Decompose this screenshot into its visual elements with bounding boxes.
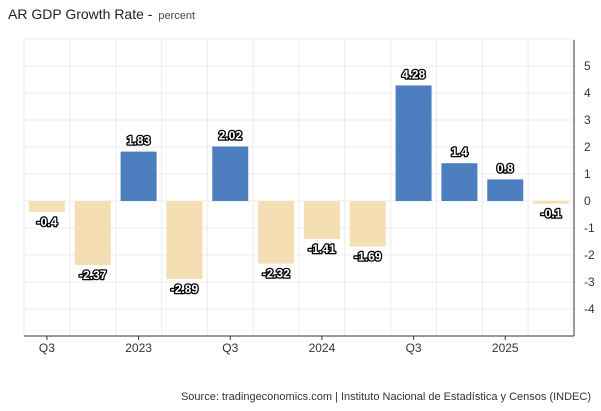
- chart-unit: percent: [158, 10, 196, 22]
- chart-title-text: AR GDP Growth Rate: [8, 6, 144, 22]
- chart-title: AR GDP Growth Rate - percent: [8, 6, 196, 22]
- y-tick-label: 5: [584, 59, 591, 73]
- y-tick-label: -2: [584, 248, 595, 262]
- bar-q1-2024[interactable]: [303, 201, 340, 240]
- data-label: -1.69: [354, 250, 382, 264]
- data-label: 1.4: [451, 145, 468, 159]
- data-labels: -0.4 -2.37 1.83 -2.89 2.02 -2.32 -1.41 -1.69 4.2…: [35, 66, 563, 297]
- bars: [28, 85, 570, 280]
- bar-q1-2023[interactable]: [120, 151, 157, 201]
- source-note: Source: tradingeconomics.com | Instituto…: [180, 391, 591, 403]
- bar-q2-2024[interactable]: [349, 201, 386, 247]
- y-tick-label: 3: [584, 113, 591, 127]
- data-label: -1.41: [308, 242, 336, 256]
- axes: 5 4 3 2 1 0 -1 -2 -3 -4 Q3 2023 Q3 2024 Q3 2025: [24, 40, 595, 355]
- grid: [23, 38, 575, 337]
- bar-q3-2024[interactable]: [395, 85, 432, 201]
- y-tick-label: 1: [584, 167, 591, 181]
- y-tick-label: -1: [584, 221, 595, 235]
- x-tick-label: Q3: [222, 341, 238, 355]
- x-tick-label: Q3: [39, 341, 55, 355]
- bar-q4-2022[interactable]: [74, 201, 111, 265]
- bar-q4-2023[interactable]: [258, 201, 295, 264]
- y-tick-label: -3: [584, 275, 595, 289]
- data-label: 2.02: [219, 128, 243, 142]
- bar-q3-2022[interactable]: [28, 201, 65, 212]
- data-label: 1.83: [127, 134, 151, 148]
- bar-q3-2023[interactable]: [212, 146, 249, 201]
- data-label: -2.32: [262, 267, 290, 281]
- data-label: 4.28: [402, 67, 426, 81]
- bar-q2-2025[interactable]: [533, 201, 570, 204]
- y-tick-label: 2: [584, 140, 591, 154]
- x-tick-label: 2023: [125, 341, 152, 355]
- data-label: 0.8: [497, 161, 514, 175]
- bar-q2-2023[interactable]: [166, 201, 203, 280]
- bar-q1-2025[interactable]: [487, 179, 524, 201]
- data-label: -2.89: [171, 282, 199, 296]
- data-label: -2.37: [79, 268, 107, 282]
- data-label: -0.4: [37, 215, 58, 229]
- y-tick-label: 4: [584, 86, 591, 100]
- x-tick-label: Q3: [406, 341, 422, 355]
- y-tick-label: -4: [584, 302, 595, 316]
- x-tick-label: 2025: [492, 341, 519, 355]
- bar-q4-2024[interactable]: [441, 163, 478, 201]
- data-label: -0.1: [541, 207, 562, 221]
- y-tick-label: 0: [584, 194, 591, 208]
- x-tick-label: 2024: [309, 341, 336, 355]
